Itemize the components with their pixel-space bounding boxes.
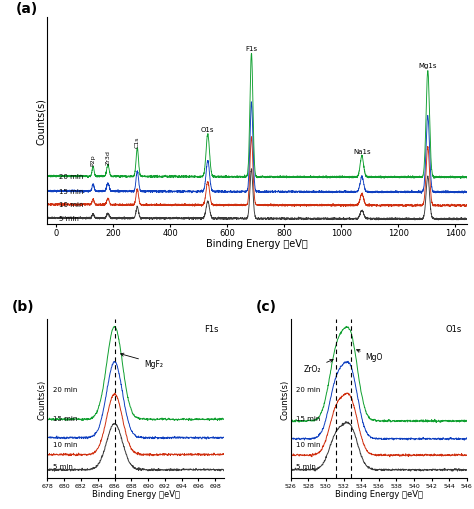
Y-axis label: Counts(s): Counts(s) bbox=[36, 98, 46, 145]
Text: MgF₂: MgF₂ bbox=[120, 353, 163, 368]
Text: 5 min: 5 min bbox=[296, 463, 316, 469]
Text: C1s: C1s bbox=[135, 136, 140, 147]
X-axis label: Binding Energy （eV）: Binding Energy （eV） bbox=[335, 489, 423, 498]
Y-axis label: Counts(s): Counts(s) bbox=[37, 379, 46, 419]
X-axis label: Binding Energy （eV）: Binding Energy （eV） bbox=[206, 239, 308, 249]
Text: 5 min: 5 min bbox=[53, 463, 73, 469]
Text: MgO: MgO bbox=[356, 350, 383, 361]
Text: F1s: F1s bbox=[204, 324, 219, 333]
Text: (c): (c) bbox=[255, 299, 276, 313]
Text: Zr3d: Zr3d bbox=[105, 149, 110, 164]
Text: 10 min: 10 min bbox=[59, 202, 83, 208]
Text: (a): (a) bbox=[16, 2, 38, 16]
Text: 15 min: 15 min bbox=[53, 415, 77, 421]
Text: O1s: O1s bbox=[446, 324, 462, 333]
Text: 15 min: 15 min bbox=[59, 188, 83, 194]
Text: 20 min: 20 min bbox=[53, 387, 77, 392]
Text: (b): (b) bbox=[12, 299, 35, 313]
Text: 5 min: 5 min bbox=[59, 215, 79, 221]
Y-axis label: Counts(s): Counts(s) bbox=[280, 379, 289, 419]
Text: ZrO₂: ZrO₂ bbox=[304, 360, 333, 373]
Text: 20 min: 20 min bbox=[296, 387, 320, 392]
X-axis label: Binding Energy （eV）: Binding Energy （eV） bbox=[91, 489, 180, 498]
Text: Mg1s: Mg1s bbox=[419, 63, 437, 69]
Text: 10 min: 10 min bbox=[296, 441, 320, 447]
Text: 10 min: 10 min bbox=[53, 441, 77, 447]
Text: P2p: P2p bbox=[91, 154, 96, 165]
Text: Na1s: Na1s bbox=[353, 149, 371, 155]
Text: O1s: O1s bbox=[201, 126, 215, 132]
Text: 15 min: 15 min bbox=[296, 415, 320, 421]
Text: F1s: F1s bbox=[246, 46, 257, 52]
Text: 20 min: 20 min bbox=[59, 174, 83, 180]
